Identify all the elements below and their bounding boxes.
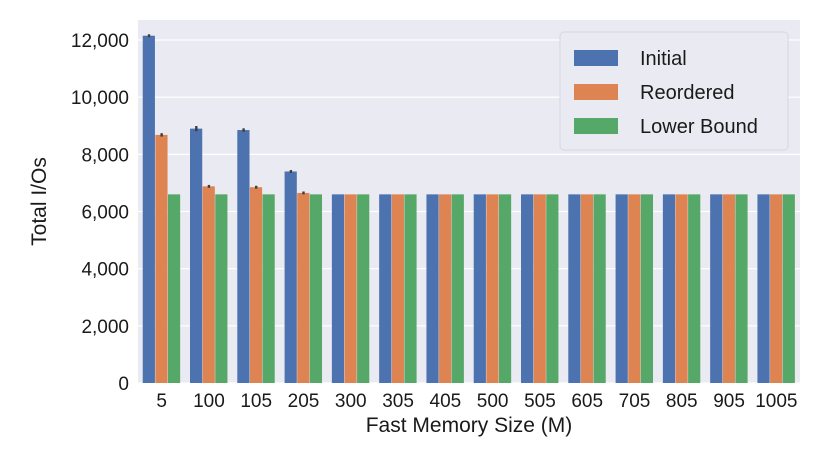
legend-label: Reordered — [640, 82, 735, 104]
bar-initial — [379, 194, 392, 383]
bar-initial — [615, 194, 628, 383]
legend-label: Initial — [640, 48, 687, 70]
bar-lower-bound — [404, 194, 417, 383]
bar-reordered — [486, 194, 499, 383]
bar-lower-bound — [451, 194, 464, 383]
bar-reordered — [155, 134, 168, 383]
bar-initial — [331, 194, 345, 383]
y-tick-label: 2,000 — [81, 317, 129, 338]
bars — [142, 35, 795, 384]
y-tick-label: 12,000 — [71, 31, 129, 52]
x-tick-label: 705 — [619, 391, 651, 412]
bar-reordered — [344, 194, 357, 383]
legend-swatch — [574, 50, 618, 66]
x-tick-label: 1005 — [755, 391, 797, 412]
bar-reordered — [249, 187, 263, 383]
bar-reordered — [770, 194, 783, 383]
bar-lower-bound — [309, 194, 323, 383]
x-tick-label: 5 — [156, 391, 167, 412]
x-axis-label: Fast Memory Size (M) — [366, 414, 573, 437]
y-tick-label: 10,000 — [71, 88, 129, 109]
x-axis-ticks: 5 100 105 205 300 305 405 500 505 605 705 805 905 100… — [156, 391, 797, 412]
bar-lower-bound — [688, 194, 701, 383]
legend: Initial Reordered Lower Bound — [559, 31, 789, 151]
bar-initial — [662, 194, 676, 383]
y-tick-label: 8,000 — [81, 145, 129, 166]
x-tick-label: 805 — [666, 391, 698, 412]
bar-lower-bound — [262, 194, 275, 383]
error-bars — [147, 34, 305, 195]
x-tick-label: 205 — [288, 391, 320, 412]
bar-reordered — [722, 194, 735, 383]
bar-reordered — [391, 194, 404, 383]
bar-reordered — [202, 186, 215, 383]
bar-initial — [473, 194, 486, 383]
bar-initial — [142, 35, 155, 384]
bar-initial — [568, 194, 581, 383]
bar-initial — [426, 194, 439, 383]
bar-reordered — [439, 194, 452, 383]
bar-lower-bound — [782, 194, 795, 383]
y-axis-label: Total I/Os — [28, 157, 51, 246]
x-tick-label: 300 — [335, 391, 367, 412]
bar-reordered — [628, 194, 641, 383]
bar-initial — [190, 128, 203, 383]
x-tick-label: 100 — [193, 391, 225, 412]
bar-lower-bound — [546, 194, 559, 383]
x-tick-label: 505 — [524, 391, 556, 412]
legend-swatch — [574, 84, 618, 100]
x-tick-label: 405 — [430, 391, 462, 412]
bar-initial — [521, 194, 534, 383]
x-tick-label: 905 — [713, 391, 745, 412]
bar-lower-bound — [640, 194, 654, 383]
y-tick-label: 0 — [118, 374, 129, 395]
y-axis-ticks: 0 2,000 4,000 6,000 8,000 10,000 12,000 — [71, 31, 129, 395]
bar-initial — [237, 130, 250, 383]
legend-swatch — [574, 118, 618, 134]
x-tick-label: 605 — [571, 391, 603, 412]
x-tick-label: 105 — [240, 391, 272, 412]
bar-initial — [284, 171, 297, 383]
x-tick-label: 305 — [382, 391, 414, 412]
bar-lower-bound — [735, 194, 748, 383]
y-tick-label: 4,000 — [81, 260, 129, 281]
bar-lower-bound — [215, 194, 228, 383]
bar-reordered — [297, 192, 310, 383]
legend-label: Lower Bound — [640, 116, 758, 138]
bar-lower-bound — [593, 194, 606, 383]
x-tick-label: 500 — [477, 391, 509, 412]
y-tick-label: 6,000 — [81, 203, 129, 224]
bar-lower-bound — [357, 194, 370, 383]
bar-reordered — [533, 194, 546, 383]
bar-initial — [757, 194, 770, 383]
bar-initial — [710, 194, 723, 383]
bar-reordered — [580, 194, 594, 383]
bar-lower-bound — [167, 194, 181, 383]
bar-reordered — [675, 194, 688, 383]
bar-lower-bound — [498, 194, 512, 383]
